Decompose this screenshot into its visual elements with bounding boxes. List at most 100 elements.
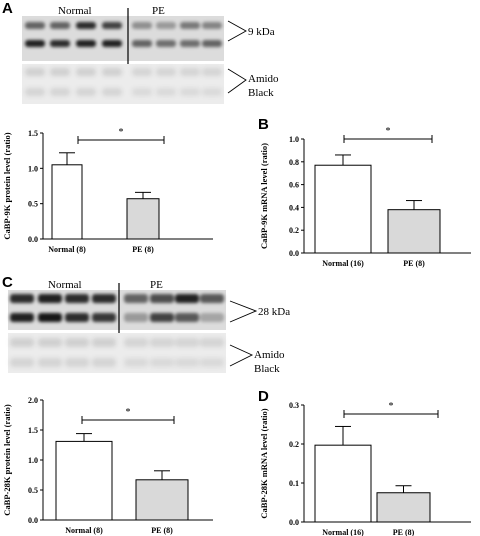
chart-d-ylabel: CaBP-28K mRNA level (ratio): [259, 408, 269, 518]
amidoA-band-r1-l7: [202, 88, 222, 96]
chart-b-ytick-label: 1.0: [289, 135, 299, 144]
chart-b-bar-2: [387, 209, 441, 254]
chart-a-ytick-label: 0.5: [28, 200, 38, 209]
bandsC-band-r1-l1: [38, 313, 62, 322]
bandsC-band-r1-l2: [65, 313, 89, 322]
amidoA-band-r0-l1: [50, 68, 70, 76]
bandsA-band-r0-l7: [202, 22, 222, 29]
bandsA-band-r1-l1: [50, 40, 70, 47]
amidoA-band-r0-l5: [156, 68, 176, 76]
bandsA-band-r1-l2: [76, 40, 96, 47]
chart-a-bar-1: [51, 164, 83, 240]
bandsA-band-r0-l0: [25, 22, 45, 29]
blot-a-amido-label-2: Black: [248, 87, 274, 99]
chart-a: 0.0 0.5 1.0 1.5 CaBP-9K protein level (ratio…: [2, 127, 213, 254]
amidoC-band-r1-l7: [200, 358, 224, 367]
bandsA-band-r0-l1: [50, 22, 70, 29]
chart-a-xlabel-2: PE (8): [132, 245, 154, 254]
chart-b-ytick-label: 0.2: [289, 226, 299, 235]
bandsC-band-r1-l7: [200, 313, 224, 322]
chart-a-xlabel-1: Normal (8): [48, 245, 86, 254]
amidoA-band-r0-l3: [102, 68, 122, 76]
chart-b-ylabel: CaBP-9K mRNA level (ratio): [259, 143, 269, 249]
bandsC-band-r0-l4: [124, 294, 148, 303]
chart-d-sig-star: *: [389, 401, 394, 412]
amidoA-band-r1-l1: [50, 88, 70, 96]
amidoA-band-r1-l0: [25, 88, 45, 96]
chart-b-xlabel-1: Normal (16): [322, 259, 364, 268]
chart-b-ytick-label: 0.0: [289, 249, 299, 258]
bandsA-band-r0-l4: [132, 22, 152, 29]
blot-c: Normal PE 28 kDa Amido Black: [8, 279, 290, 375]
bandsA-band-r0-l2: [76, 22, 96, 29]
bandsA-band-r1-l5: [156, 40, 176, 47]
chart-c-xlabel-2: PE (8): [151, 526, 173, 535]
amidoA-band-r1-l4: [132, 88, 152, 96]
chart-b-sig-star: *: [386, 126, 391, 137]
amidoA-band-r1-l3: [102, 88, 122, 96]
amidoC-band-r1-l5: [150, 358, 174, 367]
chart-d-bar-2: [376, 492, 431, 523]
bandsC-band-r1-l6: [175, 313, 199, 322]
blot-a-amido-label-1: Amido: [248, 73, 279, 85]
bandsC-band-r0-l2: [65, 294, 89, 303]
chart-c-bar-1: [55, 440, 113, 521]
panel-label-a: A: [2, 0, 13, 17]
blot-c-amido-bracket: [229, 344, 254, 367]
bandsC-band-r0-l6: [175, 294, 199, 303]
chart-d-ytick-label: 0.2: [289, 440, 299, 449]
panel-label-c: C: [2, 274, 13, 291]
chart-d-ytick-label: 0.3: [289, 401, 299, 410]
amidoC-band-r0-l5: [150, 338, 174, 347]
chart-b-ytick-label: 0.6: [289, 181, 299, 190]
chart-c: 0.0 0.5 1.0 1.5 2.0 CaBP-28K protein level (r…: [2, 396, 213, 535]
chart-b-xlabel-2: PE (8): [403, 259, 425, 268]
bandsA-band-r1-l3: [102, 40, 122, 47]
blot-a-amido-bracket: [227, 68, 247, 94]
amidoC-band-r1-l0: [10, 358, 34, 367]
blot-c-kda-label: 28 kDa: [258, 306, 290, 318]
amidoA-band-r0-l6: [180, 68, 200, 76]
chart-a-sig-star: *: [119, 127, 124, 138]
bandsA-band-r0-l3: [102, 22, 122, 29]
chart-c-sig-star: *: [126, 407, 131, 418]
amidoA-band-r0-l0: [25, 68, 45, 76]
blot-c-amido-label-1: Amido: [254, 349, 285, 361]
amidoC-band-r0-l0: [10, 338, 34, 347]
amidoC-band-r1-l4: [124, 358, 148, 367]
chart-d: 0.0 0.1 0.2 0.3 CaBP-28K mRNA level (ratio) N…: [259, 401, 471, 536]
chart-c-ytick-label: 0.5: [28, 486, 38, 495]
blot-a-amido-bands: [25, 68, 222, 96]
amidoC-band-r1-l2: [65, 358, 89, 367]
amidoC-band-r0-l2: [65, 338, 89, 347]
chart-a-ytick-label: 0.0: [28, 235, 38, 244]
bandsC-band-r0-l1: [38, 294, 62, 303]
amidoA-band-r0-l7: [202, 68, 222, 76]
chart-c-ylabel: CaBP-28K protein level (ratio): [2, 404, 12, 516]
amidoC-band-r0-l7: [200, 338, 224, 347]
amidoA-band-r1-l5: [156, 88, 176, 96]
chart-c-xlabel-1: Normal (8): [65, 526, 103, 535]
blot-a-kda-bracket: [227, 20, 247, 42]
chart-d-xlabel-1: Normal (16): [322, 528, 364, 536]
bandsC-band-r0-l3: [92, 294, 116, 303]
chart-c-ytick-label: 1.0: [28, 456, 38, 465]
bandsC-band-r0-l0: [10, 294, 34, 303]
blot-a-bands: [25, 22, 222, 47]
bandsA-band-r0-l6: [180, 22, 200, 29]
bandsA-band-r0-l5: [156, 22, 176, 29]
blot-c-normal-label: Normal: [48, 279, 82, 291]
bandsC-band-r0-l7: [200, 294, 224, 303]
chart-d-ytick-label: 0.1: [289, 479, 299, 488]
bandsC-band-r1-l4: [124, 313, 148, 322]
amidoA-band-r1-l2: [76, 88, 96, 96]
amidoA-band-r0-l2: [76, 68, 96, 76]
blot-c-pe-label: PE: [150, 279, 163, 291]
chart-a-ytick-label: 1.5: [28, 129, 38, 138]
chart-a-ylabel: CaBP-9K protein level (ratio): [2, 132, 12, 239]
bandsC-band-r0-l5: [150, 294, 174, 303]
blot-a-normal-label: Normal: [58, 5, 92, 17]
panel-label-d: D: [258, 388, 269, 405]
chart-b-ytick-label: 0.8: [289, 158, 299, 167]
